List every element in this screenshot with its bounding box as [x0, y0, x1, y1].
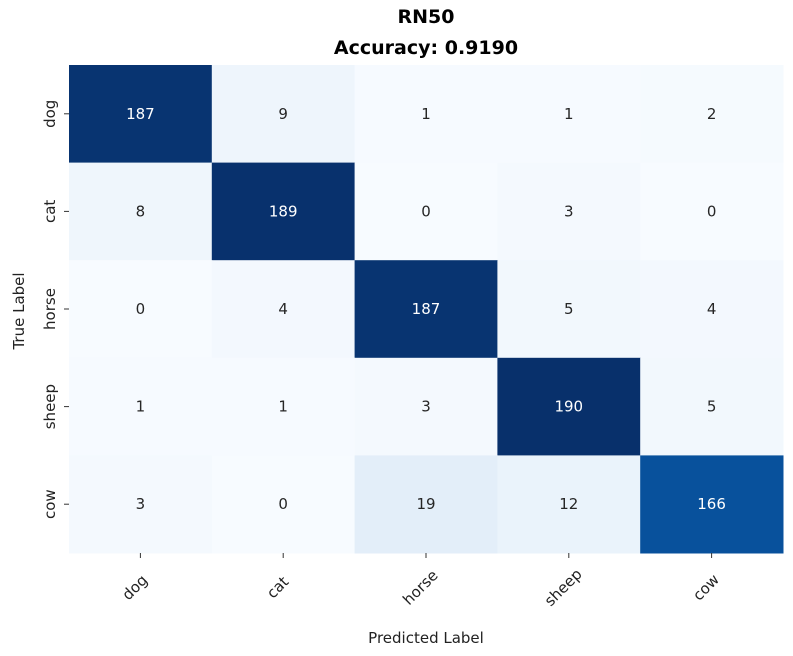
heatmap-cell — [211, 65, 356, 164]
cell-value-label: 9 — [278, 105, 288, 123]
cell-value-label: 3 — [564, 202, 574, 220]
cell-value-label: 3 — [136, 495, 146, 513]
cell-value-label: 2 — [707, 105, 717, 123]
x-tick-label: cat — [263, 573, 292, 602]
cell-value-label: 187 — [412, 300, 441, 318]
x-tick-label: cow — [689, 571, 723, 605]
y-tick-label: sheep — [41, 384, 59, 429]
cell-value-label: 19 — [416, 495, 435, 513]
heatmap-cell — [640, 260, 784, 359]
heatmap-cell — [69, 455, 213, 554]
cell-value-label: 189 — [269, 202, 298, 220]
cell-value-label: 0 — [278, 495, 288, 513]
cell-value-label: 4 — [278, 300, 288, 318]
y-tick-label: cow — [41, 489, 59, 519]
cell-value-label: 8 — [136, 202, 146, 220]
heatmap-cell — [640, 455, 784, 554]
heatmap-cells — [69, 65, 784, 554]
cell-value-label: 0 — [136, 300, 146, 318]
x-tick-label: dog — [119, 571, 152, 604]
cell-value-label: 0 — [421, 202, 431, 220]
heatmap-cell — [211, 357, 356, 456]
y-axis-label: True Label — [10, 272, 28, 350]
heatmap-cell — [69, 162, 213, 261]
heatmap-cell — [497, 357, 641, 456]
cell-value-label: 187 — [126, 105, 155, 123]
heatmap-cell — [497, 260, 641, 359]
x-axis-ticks: dog cat horse sheep cow — [119, 553, 723, 610]
cell-value-label: 12 — [559, 495, 578, 513]
chart-subtitle: Accuracy: 0.9190 — [334, 37, 518, 59]
cell-value-label: 166 — [697, 495, 726, 513]
heatmap-cell — [354, 65, 498, 164]
heatmap-cell — [640, 357, 784, 456]
cell-value-label: 5 — [707, 398, 717, 416]
y-tick-label: cat — [41, 200, 59, 223]
cell-value-label: 3 — [421, 398, 431, 416]
x-axis-label: Predicted Label — [368, 629, 484, 647]
heatmap-cell — [354, 357, 498, 456]
heatmap-cell — [69, 357, 213, 456]
heatmap-cell — [497, 65, 641, 164]
cell-value-label: 1 — [421, 105, 431, 123]
heatmap-cell — [640, 65, 784, 164]
cell-value-label: 190 — [554, 398, 583, 416]
cell-value-label: 5 — [564, 300, 574, 318]
y-tick-label: horse — [41, 288, 59, 330]
heatmap-cell — [497, 455, 641, 554]
cell-value-label: 4 — [707, 300, 717, 318]
cell-value-label: 0 — [707, 202, 717, 220]
cell-value-label: 1 — [564, 105, 574, 123]
chart-title: RN50 — [398, 6, 455, 28]
heatmap-cell — [69, 65, 213, 164]
heatmap-cell — [211, 260, 356, 359]
cell-value-label: 1 — [136, 398, 146, 416]
heatmap-cell — [211, 162, 356, 261]
x-tick-label: sheep — [541, 565, 586, 610]
heatmap-cell — [69, 260, 213, 359]
cell-value-label: 1 — [278, 398, 288, 416]
heatmap-cell — [354, 455, 498, 554]
y-tick-label: dog — [41, 100, 59, 128]
heatmap-cell — [354, 162, 498, 261]
y-axis-ticks: dog cat horse sheep cow — [41, 100, 69, 519]
heatmap-cell — [354, 260, 498, 359]
heatmap-cell-labels: 187 9 1 1 28 189 0 3 00 4 187 5 41 1 3 190 53 0 19 12 166 — [126, 105, 726, 513]
heatmap-cell — [640, 162, 784, 261]
x-tick-label: horse — [399, 566, 441, 608]
heatmap-cell — [497, 162, 641, 261]
heatmap-cell — [211, 455, 356, 554]
